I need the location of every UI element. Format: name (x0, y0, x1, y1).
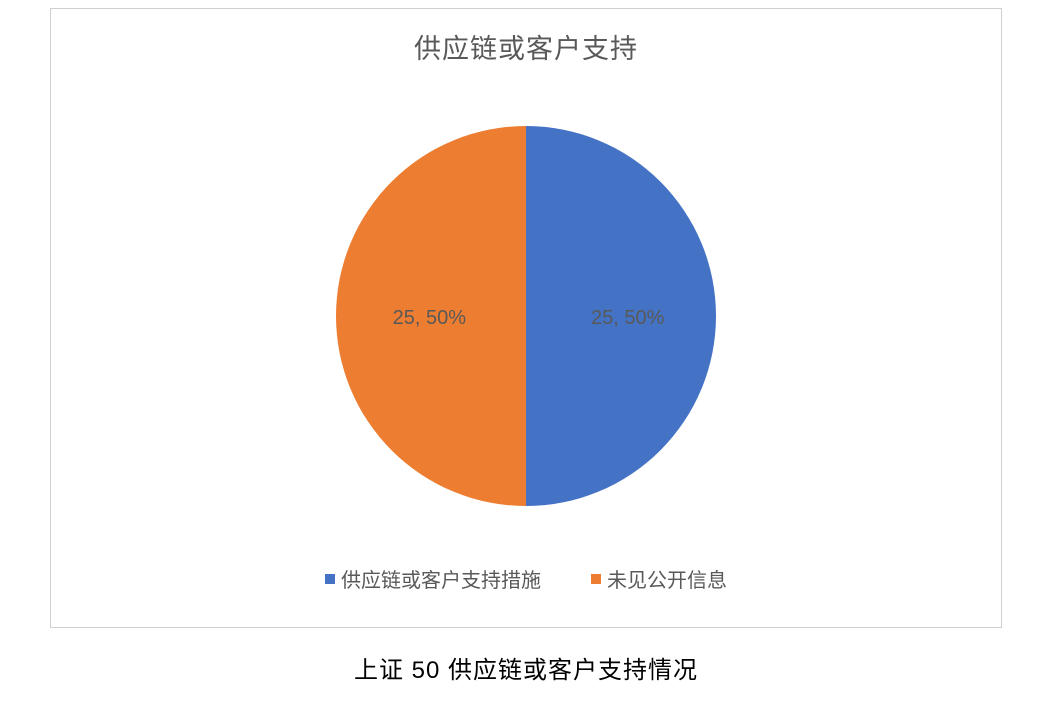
legend-item-0: 供应链或客户支持措施 (325, 564, 541, 593)
data-label-slice-0: 25, 50% (591, 307, 664, 330)
legend-item-1: 未见公开信息 (591, 564, 727, 593)
pie-wrapper: 25, 50% 25, 50% (51, 86, 1001, 546)
legend: 供应链或客户支持措施 未见公开信息 (51, 564, 1001, 593)
chart-container: 供应链或客户支持 25, 50% 25, 50% 供应链或客户支持措施 未见公开… (50, 8, 1002, 628)
legend-label-1: 未见公开信息 (607, 564, 727, 593)
data-label-slice-1: 25, 50% (393, 307, 466, 330)
legend-marker-1 (591, 574, 601, 584)
chart-title: 供应链或客户支持 (51, 27, 1001, 66)
legend-marker-0 (325, 574, 335, 584)
legend-label-0: 供应链或客户支持措施 (341, 564, 541, 593)
caption: 上证 50 供应链或客户支持情况 (0, 650, 1052, 685)
